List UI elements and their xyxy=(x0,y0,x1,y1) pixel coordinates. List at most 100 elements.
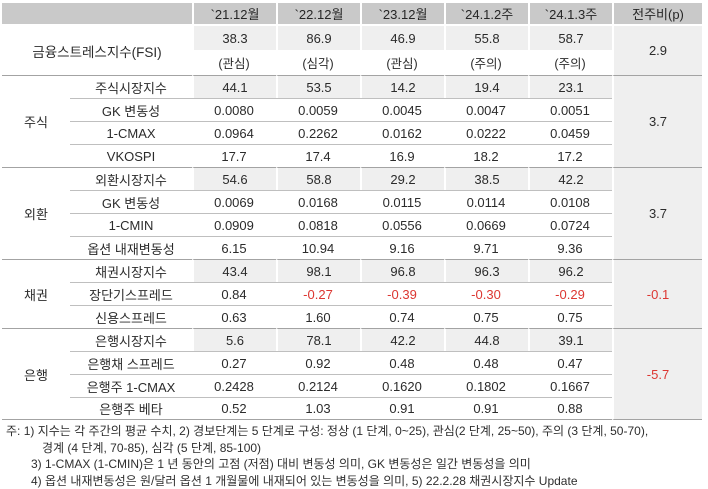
table-cell: 0.1667 xyxy=(528,374,612,397)
header-col-2413w: `24.1.3주 xyxy=(528,3,612,26)
row-label: 주식시장지수 xyxy=(70,75,192,98)
table-cell: 44.8 xyxy=(444,328,528,351)
table-cell: 0.74 xyxy=(360,305,444,328)
table-cell: 17.7 xyxy=(192,144,276,167)
table-cell: 0.0964 xyxy=(192,121,276,144)
table-cell: 0.0724 xyxy=(528,213,612,236)
row-label: 1-CMAX xyxy=(70,121,192,144)
table-cell: 42.2 xyxy=(360,328,444,351)
table-cell: 78.1 xyxy=(276,328,360,351)
table-cell: 9.36 xyxy=(528,236,612,259)
table-cell: 6.15 xyxy=(192,236,276,259)
table-cell: -0.27 xyxy=(276,282,360,305)
table-cell: 19.4 xyxy=(444,75,528,98)
table-cell: 0.0059 xyxy=(276,98,360,121)
table-cell: 39.1 xyxy=(528,328,612,351)
header-wow-label: 전주비(p) xyxy=(612,3,702,26)
row-label: 은행주 1-CMAX xyxy=(70,374,192,397)
row-label: GK 변동성 xyxy=(70,98,192,121)
fsi-status: (주의) xyxy=(554,57,586,71)
fsi-wow-value: 2.9 xyxy=(612,26,702,75)
table-cell: 0.2124 xyxy=(276,374,360,397)
header-corner-cell xyxy=(2,3,192,26)
row-label: 은행시장지수 xyxy=(70,328,192,351)
category-label-bank: 은행 xyxy=(2,328,70,420)
fsi-value: 58.7 xyxy=(528,26,612,50)
table-cell: 0.0556 xyxy=(360,213,444,236)
table-cell: 0.0459 xyxy=(528,121,612,144)
fsi-value: 38.3 xyxy=(192,26,276,50)
fsi-row-label: 금융스트레스지수(FSI) xyxy=(32,44,162,60)
row-label: 1-CMIN xyxy=(70,213,192,236)
table-cell: 0.1620 xyxy=(360,374,444,397)
table-cell: 0.0168 xyxy=(276,190,360,213)
category-label-bond: 채권 xyxy=(2,259,70,328)
table-cell: 0.47 xyxy=(528,351,612,374)
footnote-line: 3) 1-CMAX (1-CMIN)은 1 년 동안의 고점 (저점) 대비 변… xyxy=(31,457,531,471)
table-cell: 0.2428 xyxy=(192,374,276,397)
table-cell: 0.0114 xyxy=(444,190,528,213)
table-cell: 96.8 xyxy=(360,259,444,282)
wow-value-fx: 3.7 xyxy=(612,167,702,259)
table-cell: 38.5 xyxy=(444,167,528,190)
table-cell: 0.0909 xyxy=(192,213,276,236)
fsi-status: (주의) xyxy=(470,57,502,71)
footnote-line: 경계 (4 단계, 70-85), 심각 (5 단계, 85-100) xyxy=(42,440,262,455)
row-label: 은행주 베타 xyxy=(70,397,192,420)
row-label: 은행채 스프레드 xyxy=(70,351,192,374)
table-cell: 43.4 xyxy=(192,259,276,282)
fsi-status: (관심) xyxy=(386,57,418,71)
table-cell: -0.30 xyxy=(444,282,528,305)
fsi-table: `21.12월 `22.12월 `23.12월 `24.1.2주 `24.1.3… xyxy=(2,3,706,420)
row-label: VKOSPI xyxy=(70,144,192,167)
table-cell: 0.63 xyxy=(192,305,276,328)
fsi-value: 46.9 xyxy=(360,26,444,50)
row-label: 장단기스프레드 xyxy=(70,282,192,305)
table-cell: 10.94 xyxy=(276,236,360,259)
table-cell: 18.2 xyxy=(444,144,528,167)
table-cell: 1.60 xyxy=(276,305,360,328)
table-cell: 0.92 xyxy=(276,351,360,374)
row-label: 외환시장지수 xyxy=(70,167,192,190)
table-cell: 0.0069 xyxy=(192,190,276,213)
row-label: GK 변동성 xyxy=(70,190,192,213)
wow-value-stock: 3.7 xyxy=(612,75,702,167)
table-cell: -0.29 xyxy=(528,282,612,305)
table-cell: 0.0047 xyxy=(444,98,528,121)
footnote-line: 4) 옵션 내재변동성은 원/달러 옵션 1 개월물에 내재되어 있는 변동성을… xyxy=(31,473,578,488)
table-cell: 0.91 xyxy=(444,397,528,420)
table-cell: 42.2 xyxy=(528,167,612,190)
table-cell: -0.39 xyxy=(360,282,444,305)
table-cell: 0.84 xyxy=(192,282,276,305)
table-cell: 96.2 xyxy=(528,259,612,282)
table-cell: 9.16 xyxy=(360,236,444,259)
table-cell: 0.75 xyxy=(528,305,612,328)
row-label: 옵션 내재변동성 xyxy=(70,236,192,259)
table-cell: 0.0115 xyxy=(360,190,444,213)
table-cell: 17.4 xyxy=(276,144,360,167)
table-cell: 0.0162 xyxy=(360,121,444,144)
table-cell: 23.1 xyxy=(528,75,612,98)
wow-value-bond: -0.1 xyxy=(612,259,702,328)
header-col-2212: `22.12월 xyxy=(276,3,360,26)
table-cell: 44.1 xyxy=(192,75,276,98)
category-label-stock: 주식 xyxy=(2,75,70,167)
table-cell: 0.0045 xyxy=(360,98,444,121)
footnotes: 주: 1) 지수는 각 주간의 평균 수치, 2) 경보단계는 5 단계로 구성… xyxy=(0,423,708,489)
table-cell: 0.27 xyxy=(192,351,276,374)
table-cell: 98.1 xyxy=(276,259,360,282)
table-cell: 0.0108 xyxy=(528,190,612,213)
table-cell: 53.5 xyxy=(276,75,360,98)
table-cell: 0.52 xyxy=(192,397,276,420)
table-cell: 0.0222 xyxy=(444,121,528,144)
row-label: 채권시장지수 xyxy=(70,259,192,282)
table-cell: 0.1802 xyxy=(444,374,528,397)
category-label-fx: 외환 xyxy=(2,167,70,259)
footnote-line: 주: 1) 지수는 각 주간의 평균 수치, 2) 경보단계는 5 단계로 구성… xyxy=(6,424,649,438)
table-cell: 14.2 xyxy=(360,75,444,98)
table-cell: 0.48 xyxy=(444,351,528,374)
table-cell: 9.71 xyxy=(444,236,528,259)
table-cell: 0.2262 xyxy=(276,121,360,144)
table-cell: 0.91 xyxy=(360,397,444,420)
